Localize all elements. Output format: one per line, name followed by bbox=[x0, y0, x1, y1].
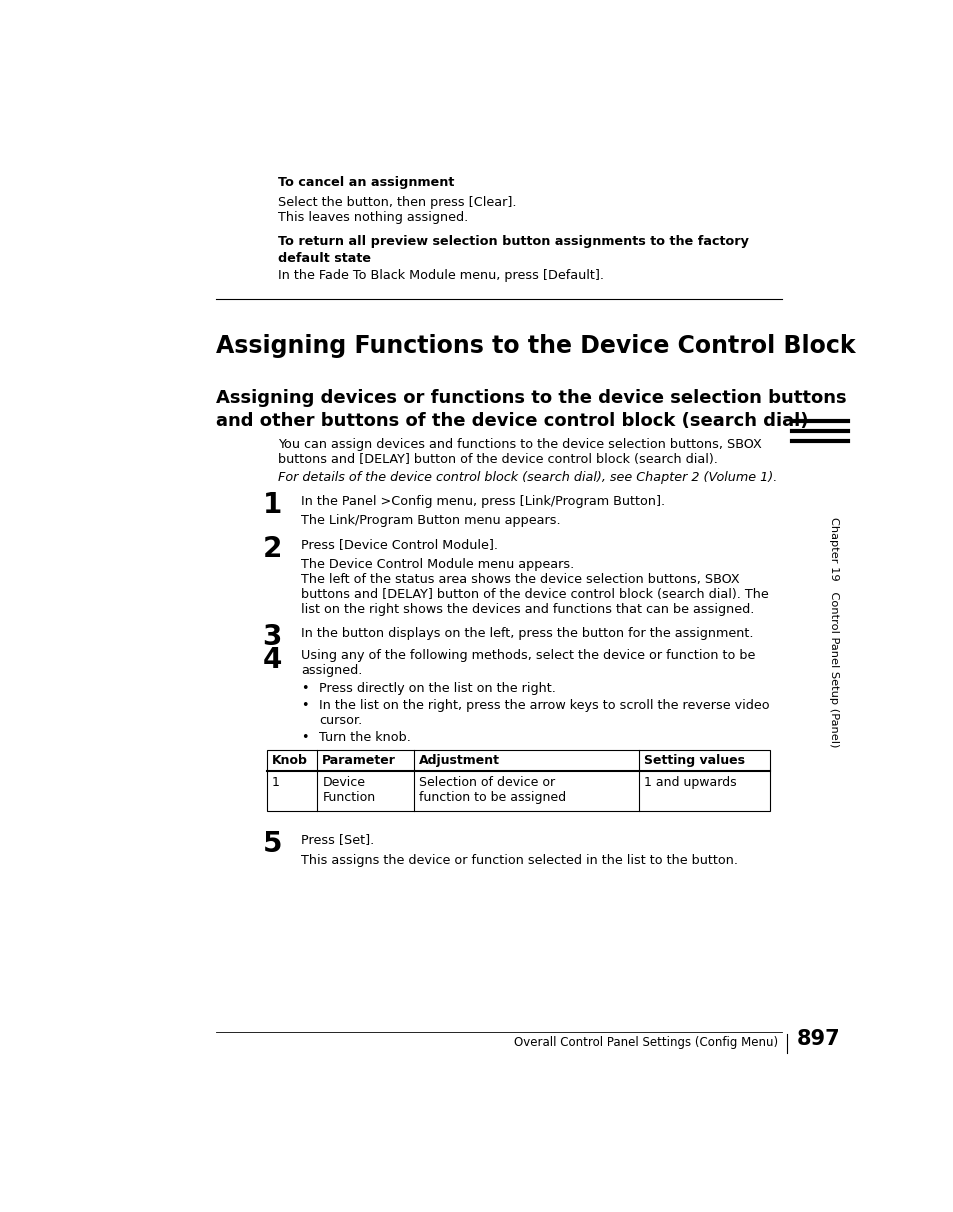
Text: Turn the knob.: Turn the knob. bbox=[319, 731, 411, 743]
Text: •: • bbox=[301, 682, 309, 696]
Text: Assigning Functions to the Device Control Block: Assigning Functions to the Device Contro… bbox=[216, 333, 855, 358]
Text: Press [Device Control Module].: Press [Device Control Module]. bbox=[301, 538, 497, 551]
Text: and other buttons of the device control block (search dial): and other buttons of the device control … bbox=[216, 412, 808, 430]
Text: Selection of device or: Selection of device or bbox=[418, 776, 555, 789]
Text: function to be assigned: function to be assigned bbox=[418, 791, 566, 805]
Text: Parameter: Parameter bbox=[322, 754, 395, 767]
Text: Overall Control Panel Settings (Config Menu): Overall Control Panel Settings (Config M… bbox=[514, 1036, 778, 1050]
Text: 3: 3 bbox=[262, 623, 282, 651]
Text: 4: 4 bbox=[262, 646, 282, 674]
Text: In the button displays on the left, press the button for the assignment.: In the button displays on the left, pres… bbox=[301, 627, 753, 640]
Text: This assigns the device or function selected in the list to the button.: This assigns the device or function sele… bbox=[301, 854, 738, 868]
Text: To return all preview selection button assignments to the factory: To return all preview selection button a… bbox=[278, 235, 748, 247]
Text: buttons and [DELAY] button of the device control block (search dial). The: buttons and [DELAY] button of the device… bbox=[301, 588, 768, 601]
Text: Adjustment: Adjustment bbox=[418, 754, 499, 767]
Text: This leaves nothing assigned.: This leaves nothing assigned. bbox=[278, 211, 468, 224]
Text: cursor.: cursor. bbox=[319, 714, 362, 727]
Text: Knob: Knob bbox=[272, 754, 308, 767]
Text: In the Panel >Config menu, press [Link/Program Button].: In the Panel >Config menu, press [Link/P… bbox=[301, 494, 665, 508]
Text: Assigning devices or functions to the device selection buttons: Assigning devices or functions to the de… bbox=[216, 389, 846, 407]
Text: To cancel an assignment: To cancel an assignment bbox=[278, 176, 454, 189]
Text: The Device Control Module menu appears.: The Device Control Module menu appears. bbox=[301, 558, 574, 571]
Text: Press directly on the list on the right.: Press directly on the list on the right. bbox=[319, 682, 556, 696]
Text: Device: Device bbox=[322, 776, 365, 789]
Text: buttons and [DELAY] button of the device control block (search dial).: buttons and [DELAY] button of the device… bbox=[278, 453, 718, 465]
Text: The Link/Program Button menu appears.: The Link/Program Button menu appears. bbox=[301, 514, 560, 527]
Text: You can assign devices and functions to the device selection buttons, SBOX: You can assign devices and functions to … bbox=[278, 438, 761, 451]
Text: Press [Set].: Press [Set]. bbox=[301, 834, 375, 846]
Text: default state: default state bbox=[278, 252, 371, 264]
Text: In the list on the right, press the arrow keys to scroll the reverse video: In the list on the right, press the arro… bbox=[319, 699, 769, 711]
Text: Function: Function bbox=[322, 791, 375, 805]
Text: Setting values: Setting values bbox=[643, 754, 744, 767]
Text: The left of the status area shows the device selection buttons, SBOX: The left of the status area shows the de… bbox=[301, 573, 740, 585]
Text: assigned.: assigned. bbox=[301, 664, 362, 678]
Text: In the Fade To Black Module menu, press [Default].: In the Fade To Black Module menu, press … bbox=[278, 269, 603, 282]
Text: 897: 897 bbox=[796, 1029, 840, 1050]
Text: list on the right shows the devices and functions that can be assigned.: list on the right shows the devices and … bbox=[301, 602, 754, 616]
Text: For details of the device control block (search dial), see Chapter 2 (Volume 1).: For details of the device control block … bbox=[278, 470, 777, 484]
Bar bbox=[266, 750, 769, 811]
Text: 1: 1 bbox=[272, 776, 279, 789]
Text: •: • bbox=[301, 731, 309, 743]
Text: 1 and upwards: 1 and upwards bbox=[643, 776, 736, 789]
Text: •: • bbox=[301, 699, 309, 711]
Text: Chapter 19   Control Panel Setup (Panel): Chapter 19 Control Panel Setup (Panel) bbox=[828, 516, 838, 748]
Text: Using any of the following methods, select the device or function to be: Using any of the following methods, sele… bbox=[301, 650, 755, 663]
Text: Select the button, then press [Clear].: Select the button, then press [Clear]. bbox=[278, 196, 517, 208]
Text: 2: 2 bbox=[262, 534, 282, 562]
Text: 1: 1 bbox=[262, 491, 281, 519]
Text: 5: 5 bbox=[262, 829, 282, 858]
